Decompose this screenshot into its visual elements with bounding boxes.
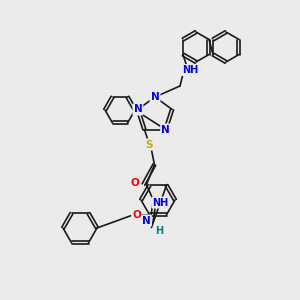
Text: NH: NH: [152, 198, 169, 208]
Text: H: H: [155, 226, 164, 236]
Text: N: N: [161, 124, 170, 135]
Text: N: N: [151, 92, 159, 102]
Text: N: N: [134, 104, 142, 114]
Text: O: O: [132, 210, 141, 220]
Text: N: N: [142, 216, 151, 226]
Text: O: O: [130, 178, 139, 188]
Text: NH: NH: [182, 65, 198, 75]
Text: S: S: [146, 140, 153, 150]
